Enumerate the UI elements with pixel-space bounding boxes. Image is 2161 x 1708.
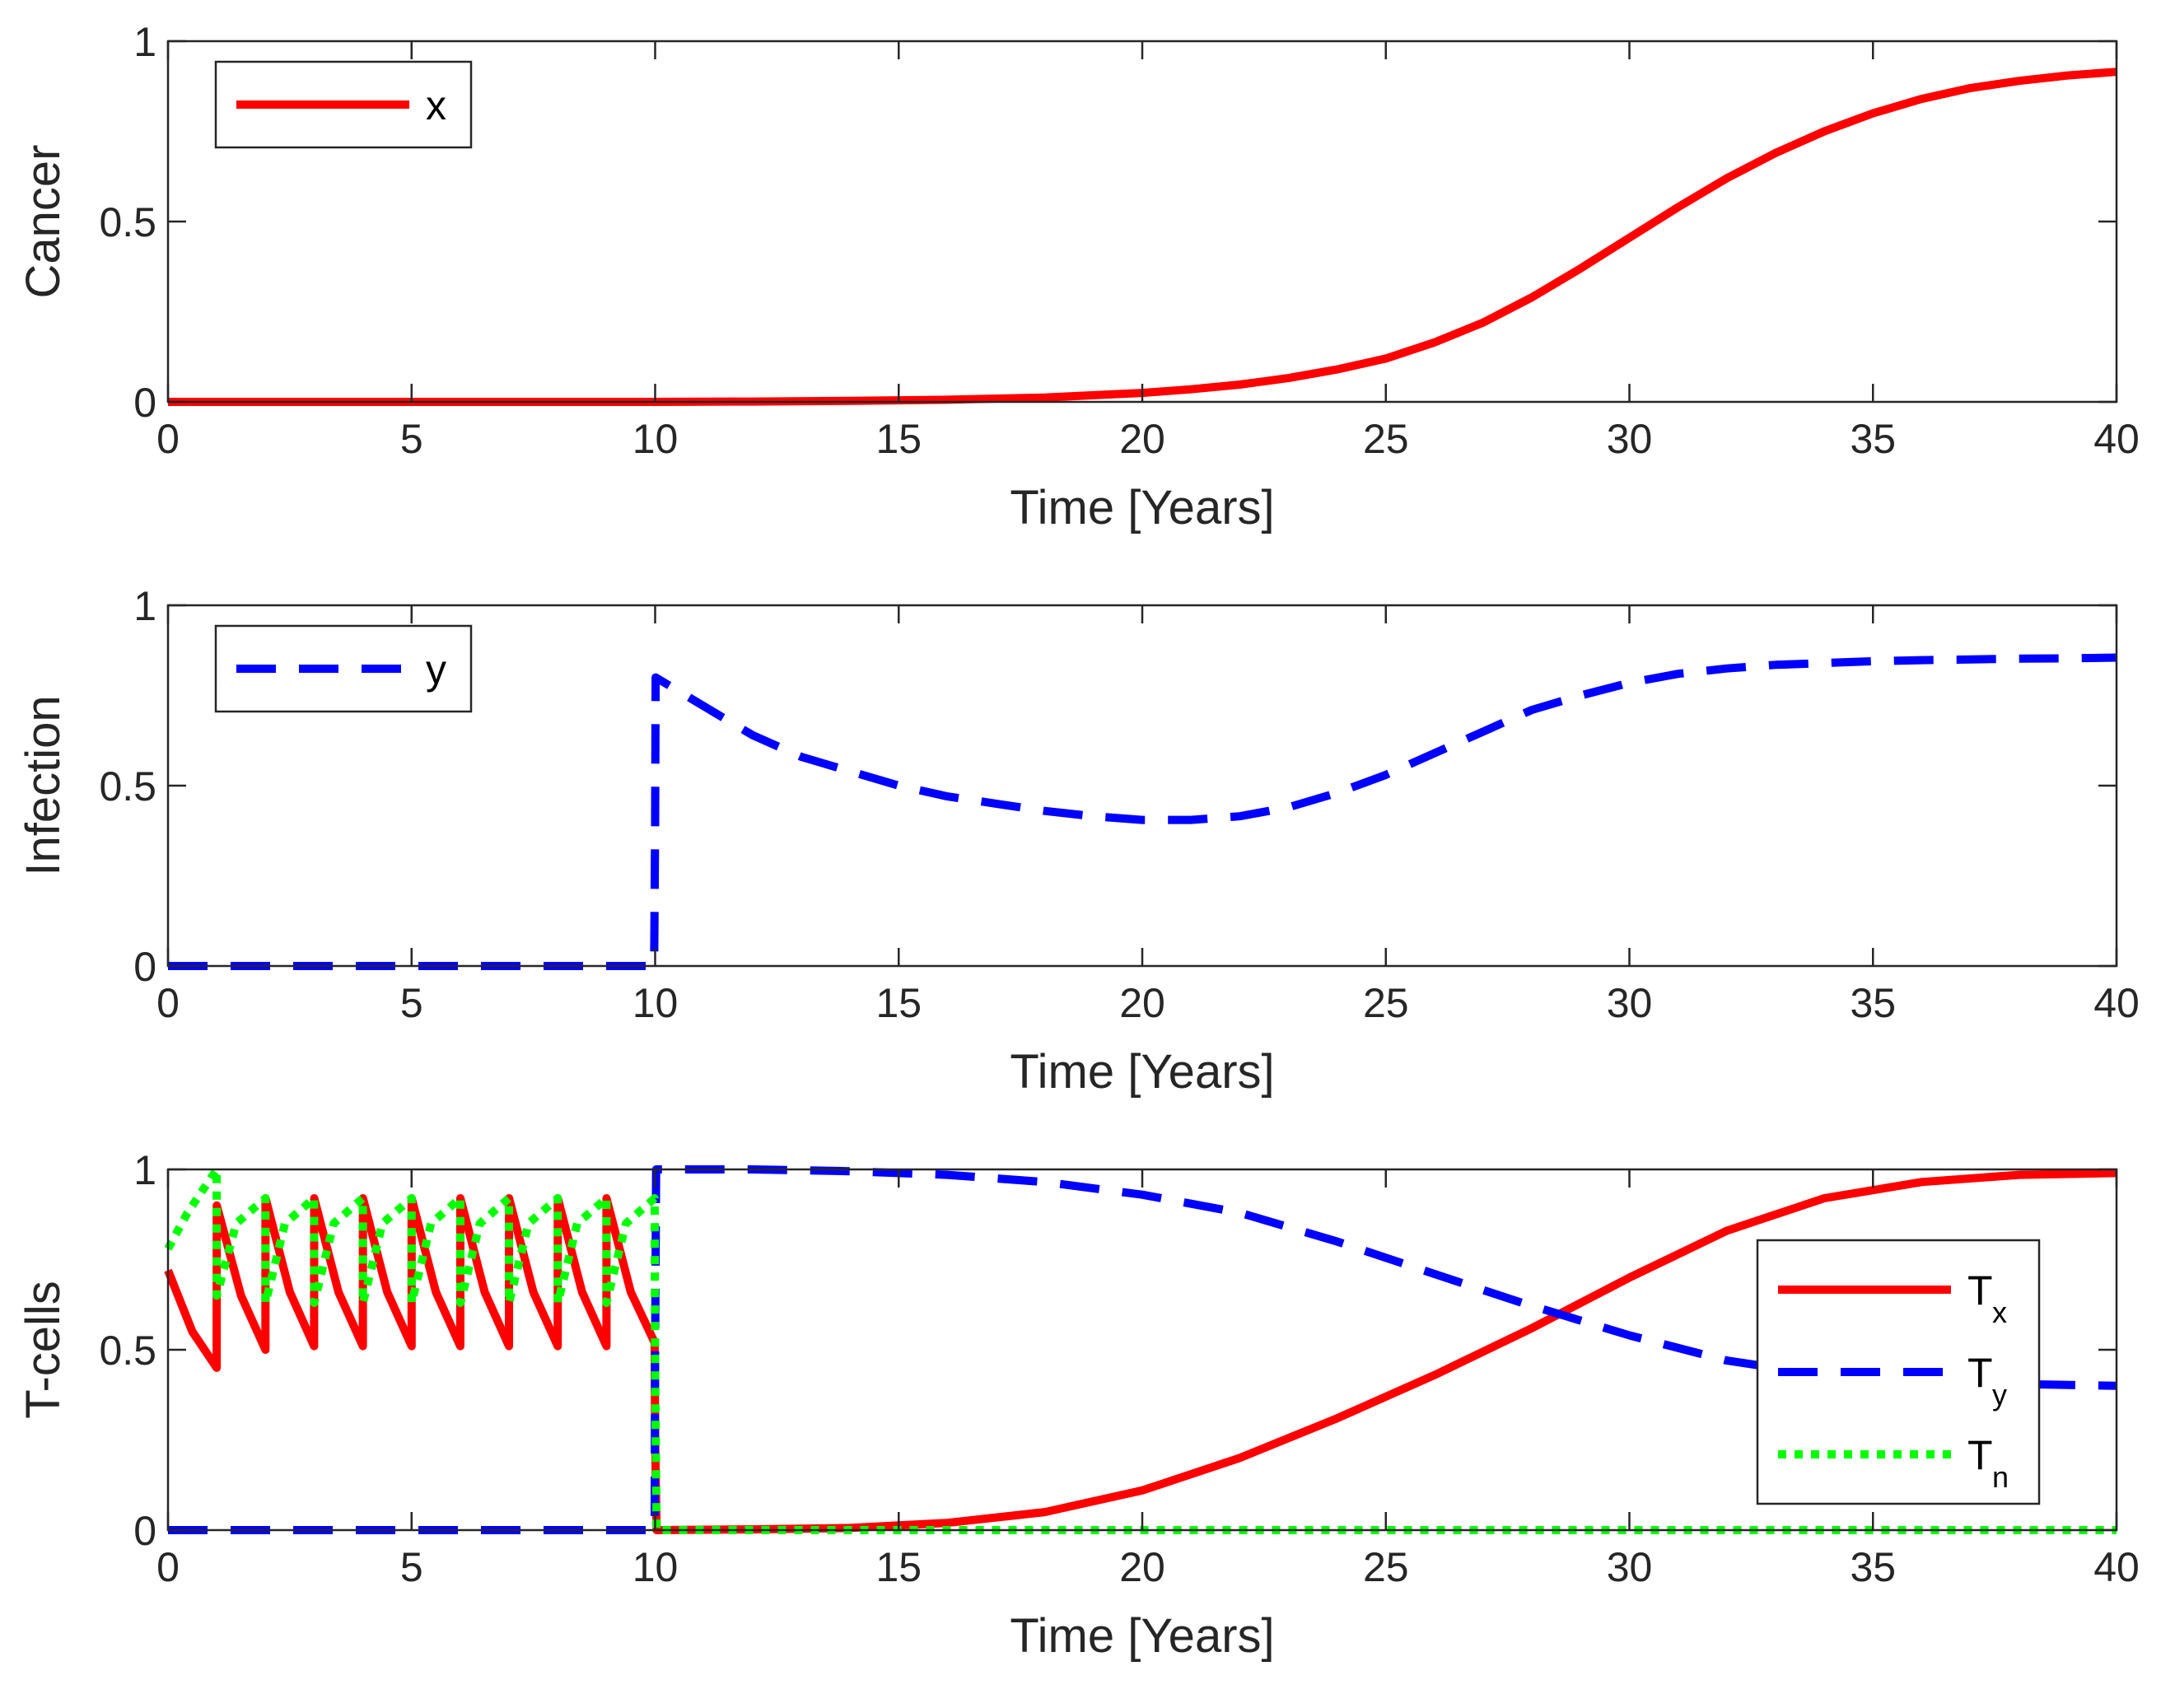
series-line-y: [168, 653, 2117, 970]
x-tick-label: 10: [632, 1544, 679, 1590]
legend-label: T: [1967, 1267, 1993, 1314]
y-axis-title: Cancer: [16, 145, 70, 299]
legend: x: [214, 60, 473, 149]
legend-label: T: [1967, 1350, 1993, 1396]
legend-label: T: [1967, 1432, 1993, 1478]
series-lines: [168, 653, 2117, 970]
y-tick-label: 0: [133, 944, 156, 990]
x-axis-title: Time [Years]: [1010, 1609, 1274, 1663]
y-tick-label: 1: [133, 1147, 156, 1193]
legend-label-subscript: y: [1992, 1378, 2007, 1412]
x-tick-label: 15: [875, 1544, 922, 1590]
chart-panel-2: 0 5 10 15 20 25 30 35 40 0 0.5 1 Time [Years] Infecti…: [16, 583, 2140, 1099]
y-tick-label: 1: [133, 583, 156, 629]
plot-area: [168, 41, 2117, 402]
x-tick-label: 30: [1607, 1544, 1653, 1590]
y-tick-label: 0.5: [99, 763, 156, 810]
series-line-Tn: [164, 1165, 2117, 1534]
legend-label: x: [426, 82, 446, 128]
y-axis-title: Infection: [16, 695, 70, 875]
x-tick-label: 15: [875, 980, 922, 1026]
x-tick-label: 5: [400, 980, 423, 1026]
x-tick-label: 20: [1119, 1544, 1165, 1590]
x-tick-label: 0: [156, 1544, 180, 1590]
x-tick-label: 25: [1363, 980, 1409, 1026]
x-tick-label: 15: [875, 416, 922, 462]
x-tick-label: 20: [1119, 980, 1165, 1026]
legend-label-subscript: n: [1992, 1460, 2009, 1494]
x-tick-label: 0: [156, 416, 180, 462]
x-tick-label: 10: [632, 980, 679, 1026]
x-tick-label: 40: [2093, 416, 2140, 462]
series-line-Tx: [164, 1169, 2117, 1534]
y-tick-label: 1: [133, 19, 156, 65]
y-tick-label: 0.5: [99, 199, 156, 245]
x-tick-label: 5: [400, 416, 423, 462]
chart-panel-3: 0 5 10 15 20 25 30 35 40 0 0.5 1 Time [Years] T-cells…: [16, 1147, 2140, 1663]
x-tick-label: 40: [2093, 980, 2140, 1026]
x-tick-label: 25: [1363, 416, 1409, 462]
y-tick-label: 0: [133, 380, 156, 426]
y-axis-title: T-cells: [16, 1281, 70, 1419]
x-tick-label: 10: [632, 416, 679, 462]
x-tick-label: 20: [1119, 416, 1165, 462]
x-tick-label: 0: [156, 980, 180, 1026]
x-tick-label: 35: [1850, 416, 1896, 462]
legend-label: y: [426, 646, 446, 693]
x-tick-label: 35: [1850, 1544, 1896, 1590]
y-tick-label: 0: [133, 1508, 156, 1554]
chart-panel-1: 0 5 10 15 20 25 30 35 40 0 0.5 1 Time [Years] Cancer x: [16, 19, 2140, 534]
y-tick-label: 0.5: [99, 1328, 156, 1374]
x-tick-label: 40: [2093, 1544, 2140, 1590]
x-axis-title: Time [Years]: [1010, 1045, 1274, 1099]
x-tick-label: 35: [1850, 980, 1896, 1026]
x-tick-label: 25: [1363, 1544, 1409, 1590]
x-tick-label: 30: [1607, 416, 1653, 462]
x-axis-title: Time [Years]: [1010, 481, 1274, 534]
legend: y: [214, 624, 473, 713]
x-tick-label: 30: [1607, 980, 1653, 1026]
legend-label-subscript: x: [1992, 1295, 2007, 1329]
x-tick-label: 5: [400, 1544, 423, 1590]
